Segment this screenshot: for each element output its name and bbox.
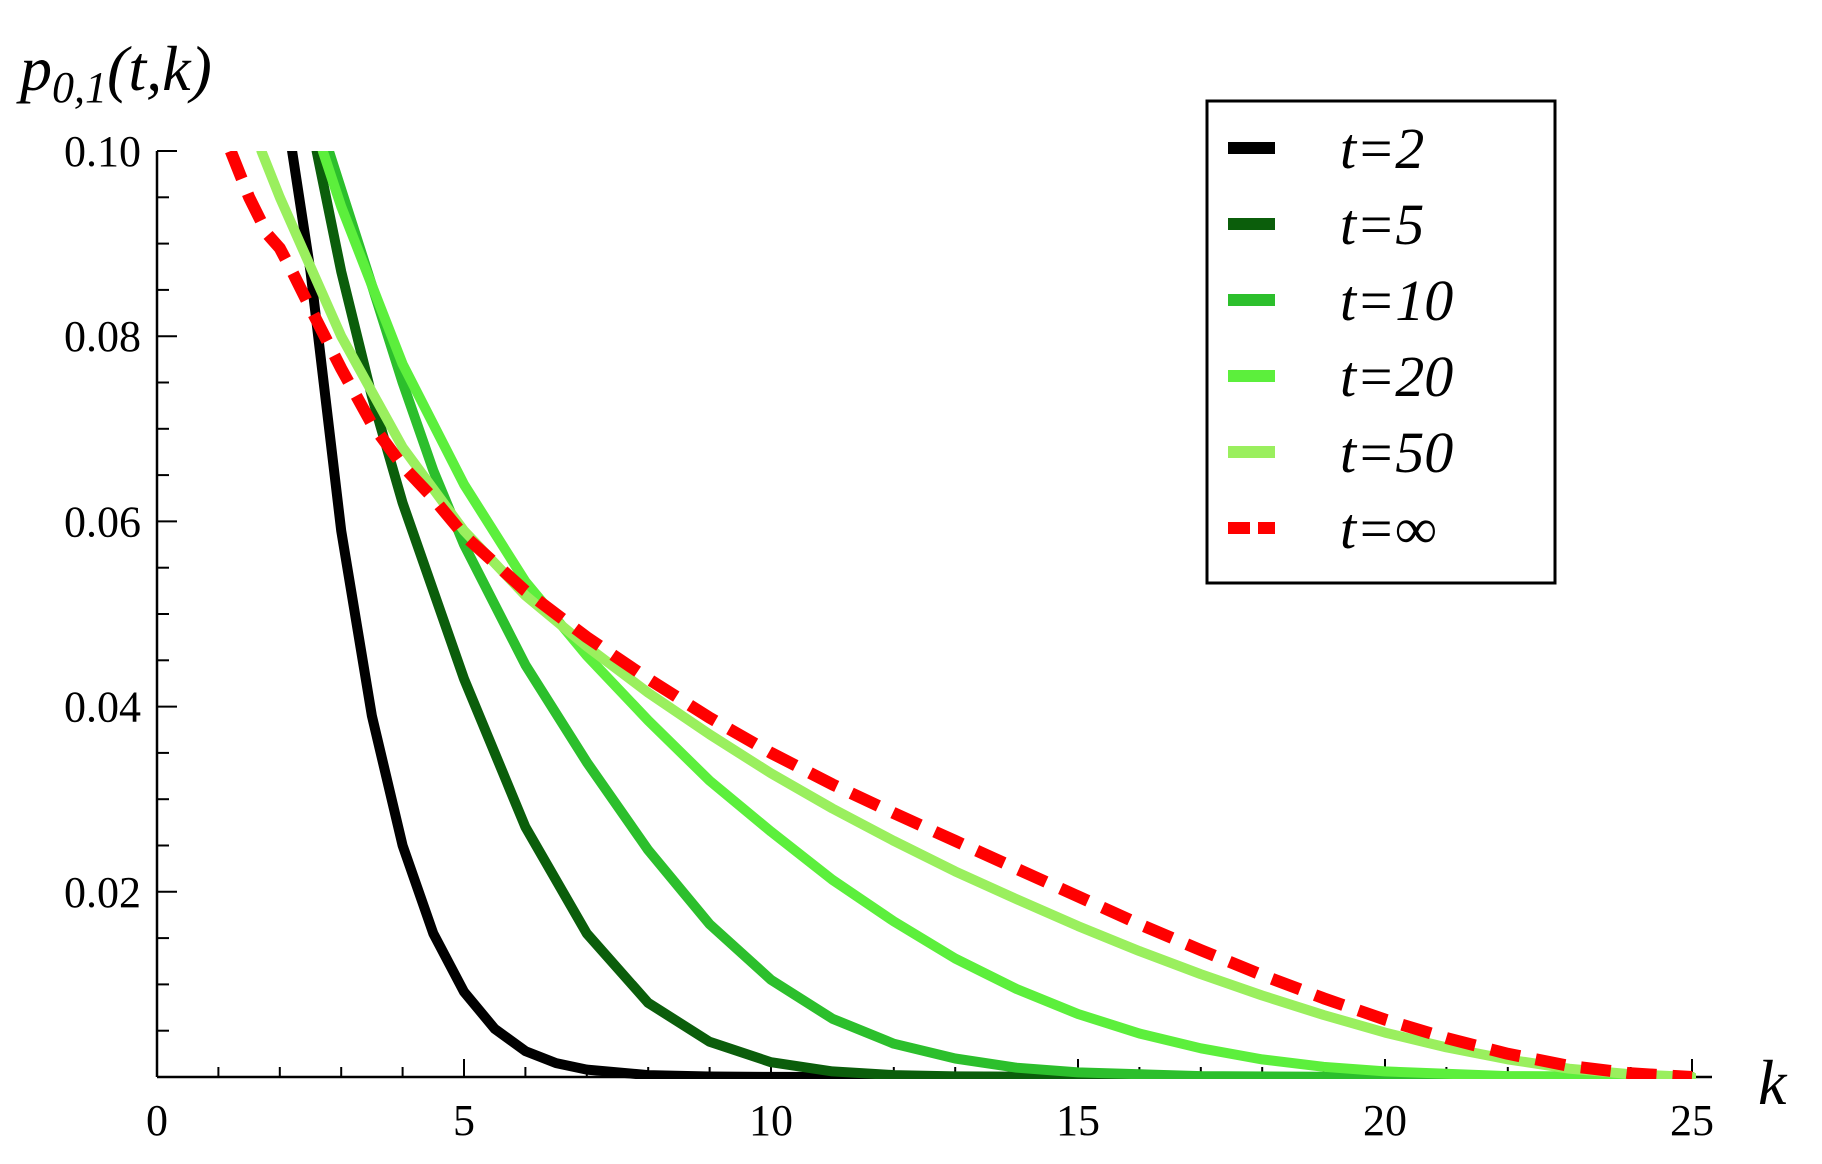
legend-label: t=20 [1340,344,1453,409]
axis-labels: p0,1(t,k) k [16,33,1788,1118]
legend-label: t=10 [1340,268,1453,333]
y-tick-label: 0.04 [64,683,141,732]
axes: 0 5 10 15 20 25 0.02 0.04 0.06 0.08 0.10 [64,127,1714,1145]
x-tick-label: 25 [1670,1096,1714,1145]
y-tick-label: 0.06 [64,497,141,546]
y-axis-label: p0,1(t,k) [16,33,212,112]
series-lines [225,151,1696,1079]
y-axis-label-main: p [16,33,52,104]
legend-box [1205,99,1557,585]
y-axis-label-subscript: 0,1 [52,63,107,112]
series-line-t-10 [323,151,1696,1079]
legend: t=2 t=5 t=10 t=20 t=50 t=∞ [1205,99,1557,585]
x-tick-label: 15 [1056,1096,1100,1145]
y-tick-label: 0.10 [64,127,141,176]
series-line-t-20 [317,151,1696,1079]
x-tick-label: 10 [749,1096,793,1145]
legend-label: t=∞ [1340,496,1437,561]
series-clip-group [225,151,1696,1079]
x-axis-label: k [1758,1047,1788,1118]
legend-label: t=5 [1340,192,1424,257]
series-line-t- [225,151,1693,1079]
legend-label: t=50 [1340,420,1453,485]
x-tick-label: 5 [453,1096,475,1145]
x-tick-label: 20 [1363,1096,1407,1145]
x-tick-label: 0 [146,1096,168,1145]
series-line-t-50 [256,151,1696,1079]
y-tick-label: 0.02 [64,868,141,917]
y-tick-label: 0.08 [64,312,141,361]
legend-label: t=2 [1340,116,1424,181]
y-axis-label-args: (t,k) [107,33,212,104]
